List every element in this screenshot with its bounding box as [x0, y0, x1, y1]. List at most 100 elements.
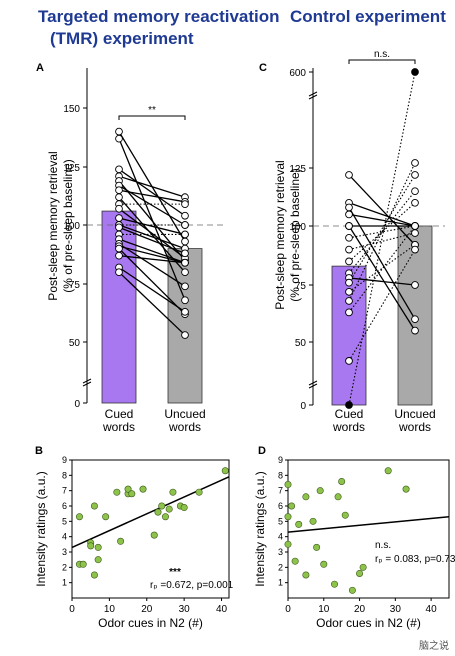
scatter-point-b-6 — [90, 571, 98, 579]
scatter-point-d-19 — [384, 467, 392, 475]
point-cued-a-2 — [115, 165, 123, 174]
point-cued-c-8 — [345, 245, 353, 254]
pair-line-a-15 — [118, 238, 186, 264]
y-tick-label-a-0: 0 — [74, 399, 80, 410]
point-cued-c-6 — [345, 222, 353, 230]
point-cued-c-2 — [345, 203, 353, 212]
x-tick-label-b-20: 20 — [141, 604, 153, 615]
pair-line-a-19 — [118, 255, 186, 264]
scatter-point-b-5 — [90, 502, 98, 510]
pair-line-c-13 — [348, 244, 416, 293]
point-uncued-a-8 — [181, 200, 189, 208]
point-cued-a-1 — [115, 134, 123, 143]
scatter-point-b-16 — [150, 531, 158, 539]
point-cued-a-9 — [115, 204, 123, 213]
point-uncued-c-11 — [411, 281, 419, 289]
y-tick-label-c-100: 100 — [289, 222, 306, 233]
pair-line-a-4 — [118, 180, 186, 261]
x-tick-label-d-40: 40 — [426, 604, 438, 615]
y-tick-label-d-7: 7 — [278, 486, 283, 496]
pair-line-a-20 — [118, 266, 186, 313]
point-uncued-a-20 — [181, 307, 189, 316]
y-axis-label-c-line1: Post-sleep memory retrieval — [273, 160, 287, 309]
point-cued-a-10 — [115, 214, 123, 222]
x-tick-label-d-10: 10 — [318, 604, 330, 615]
scatter-point-b-15 — [139, 485, 147, 493]
pair-line-c-17 — [348, 71, 416, 406]
point-uncued-c-14 — [411, 159, 419, 167]
scatter-point-b-24 — [195, 488, 203, 496]
x-tick-label-d-20: 20 — [354, 604, 366, 615]
watermark-label: 脑之说 — [419, 641, 449, 652]
scatter-point-b-18 — [158, 502, 166, 510]
heading-tmr-line2: (TMR) experiment — [50, 29, 194, 48]
sig-label-a: ** — [148, 105, 156, 116]
point-uncued-a-21 — [181, 331, 189, 339]
pair-line-c-9 — [348, 202, 416, 262]
scatter-point-d-12 — [331, 580, 339, 588]
point-cued-c-16 — [345, 357, 353, 365]
y-tick-label-d-4: 4 — [278, 532, 283, 542]
y-tick-label-d-1: 1 — [278, 578, 283, 588]
point-uncued-c-10 — [411, 187, 419, 196]
y-tick-label-d-8: 8 — [278, 470, 283, 480]
stats-label-b: rₚ =0.672, p=0.001 — [150, 580, 234, 591]
panel-letter-c: C — [259, 62, 267, 74]
scatter-point-b-21 — [169, 488, 177, 496]
point-uncued-a-16 — [181, 282, 189, 291]
point-cued-c-7 — [345, 233, 353, 242]
scatter-point-d-1 — [284, 513, 292, 521]
sig-label-c: n.s. — [374, 49, 390, 60]
category-label-a-uncued-line2: words — [168, 420, 201, 434]
y-tick-label-b-4: 4 — [62, 532, 67, 542]
pair-line-a-6 — [118, 189, 186, 203]
x-tick-label-b-0: 0 — [69, 604, 75, 615]
scatter-point-d-6 — [302, 493, 310, 501]
scatter-point-d-15 — [341, 511, 349, 519]
y-tick-label-c-0: 0 — [300, 401, 306, 412]
category-label-c-cued-line1: Cued — [335, 407, 364, 421]
point-cued-c-0 — [345, 171, 353, 179]
pair-line-a-21 — [118, 271, 186, 336]
point-uncued-c-16 — [411, 245, 419, 254]
point-cued-c-9 — [345, 257, 353, 266]
y-tick-label-a-150: 150 — [63, 104, 80, 115]
pair-line-a-18 — [118, 248, 186, 315]
sig-label-b: *** — [169, 567, 181, 578]
panel-letter-d: D — [258, 445, 266, 457]
pair-line-c-6 — [348, 225, 416, 331]
point-uncued-a-11 — [181, 221, 189, 229]
y-tick-label-d-6: 6 — [278, 501, 283, 511]
scatter-point-d-0 — [284, 481, 292, 489]
x-tick-label-b-10: 10 — [104, 604, 116, 615]
axis-break-c-1-b — [308, 94, 318, 100]
pair-line-c-15 — [348, 225, 416, 313]
point-uncued-a-14 — [181, 230, 189, 239]
y-tick-label-a-100: 100 — [63, 221, 80, 232]
panel-letter-b: B — [35, 445, 43, 457]
scatter-point-d-4 — [291, 557, 299, 565]
scatter-point-b-23 — [180, 504, 188, 512]
y-axis-label-c-line2: (% of pre-sleep baseline) — [288, 168, 302, 301]
y-tick-label-b-8: 8 — [62, 470, 67, 480]
scatter-point-b-25 — [221, 467, 229, 475]
y-tick-label-b-9: 9 — [62, 455, 67, 465]
plot-frame-d — [287, 459, 450, 599]
point-cued-c-12 — [345, 278, 353, 287]
plot-frame-b — [71, 459, 230, 599]
point-uncued-c-12 — [411, 171, 419, 179]
bar-c-cued — [331, 265, 367, 406]
point-uncued-c-17 — [411, 68, 419, 76]
sig-bracket-c — [348, 59, 416, 64]
category-label-a-cued-line1: Cued — [105, 407, 134, 421]
y-tick-label-c-125: 125 — [289, 164, 306, 175]
y-tick-label-b-7: 7 — [62, 486, 67, 496]
y-tick-label-d-3: 3 — [278, 547, 283, 557]
y-tick-label-b-3: 3 — [62, 547, 67, 557]
heading-tmr-line1: Targeted memory reactivation — [38, 7, 280, 26]
scatter-point-b-17 — [154, 508, 162, 516]
y-axis-label-d: Intensity ratings (a.u.) — [253, 471, 267, 586]
y-tick-label-c-75: 75 — [295, 281, 307, 292]
x-tick-label-d-0: 0 — [285, 604, 291, 615]
